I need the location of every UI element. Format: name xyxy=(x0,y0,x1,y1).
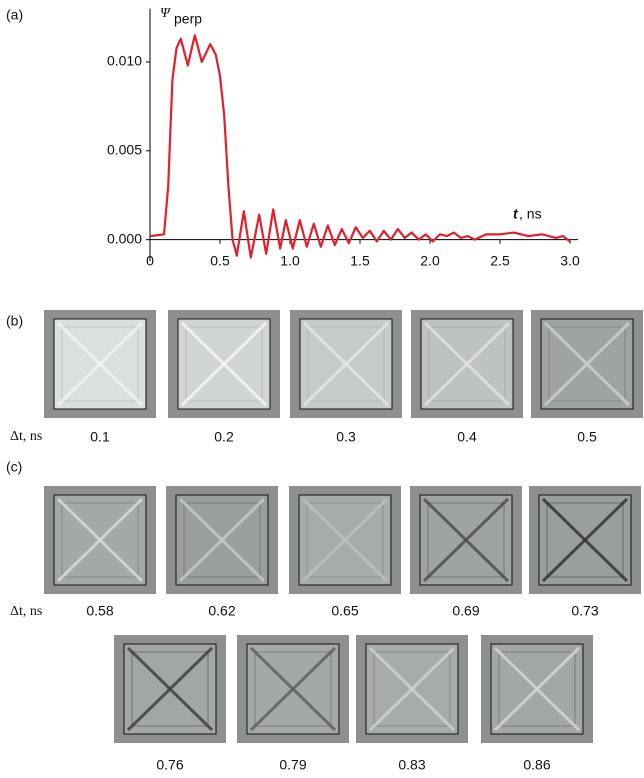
tile-label: 0.65 xyxy=(331,603,358,619)
tile-label: 0.4 xyxy=(457,429,477,445)
tile-inner xyxy=(254,651,332,727)
x-tick-label: 1.5 xyxy=(350,252,370,268)
tile-inner xyxy=(306,502,384,578)
tile-inner xyxy=(185,326,263,402)
row-label: Δt, ns xyxy=(10,604,42,619)
tile-diagonal xyxy=(368,646,456,732)
x-axis-label-unit: , ns xyxy=(519,206,542,222)
x-tick-label: 2.5 xyxy=(490,252,510,268)
tile-inner xyxy=(307,326,385,402)
tile-inner xyxy=(373,651,451,727)
tile-diagonal xyxy=(541,497,629,583)
tile-label: 0.73 xyxy=(571,603,598,619)
tile-diagonal xyxy=(422,497,510,583)
y-axis-label: Ψ xyxy=(160,6,171,21)
y-tick-label: 0.010 xyxy=(107,53,142,69)
panel-label: (c) xyxy=(6,459,22,475)
tile-label: 0.86 xyxy=(523,757,550,773)
tile-inner xyxy=(427,502,505,578)
tile-diagonal xyxy=(493,646,581,732)
tile-diagonal xyxy=(56,497,144,583)
tile-diagonal xyxy=(56,321,144,407)
tile-inner xyxy=(428,326,506,402)
tile-diagonal xyxy=(423,321,511,407)
panel-label: (a) xyxy=(6,7,23,23)
tile-inner xyxy=(183,502,261,578)
tile-diagonal xyxy=(178,497,266,583)
tile-diagonal xyxy=(180,321,268,407)
x-tick-label: 0.5 xyxy=(210,252,230,268)
tile-label: 0.69 xyxy=(452,603,479,619)
tile-diagonal xyxy=(543,321,631,407)
y-axis-label-subscript: perp xyxy=(174,11,202,27)
x-tick-label: 1.0 xyxy=(280,252,300,268)
tile-label: 0.76 xyxy=(156,757,183,773)
tile-label: 0.79 xyxy=(279,757,306,773)
y-tick-label: 0.005 xyxy=(107,142,142,158)
x-axis-label: t xyxy=(513,206,519,222)
tile-inner xyxy=(548,326,626,402)
tile-label: 0.3 xyxy=(336,429,356,445)
tile-diagonal xyxy=(249,646,337,732)
data-line xyxy=(149,34,571,259)
x-tick-label: 0 xyxy=(146,252,154,268)
tile-diagonal xyxy=(301,497,389,583)
tile-label: 0.83 xyxy=(398,757,425,773)
tile-label: 0.58 xyxy=(86,603,113,619)
tile-label: 0.2 xyxy=(214,429,234,445)
tile-inner xyxy=(61,326,139,402)
tile-diagonal xyxy=(302,321,390,407)
panel-label: (b) xyxy=(6,313,23,329)
tile-inner xyxy=(546,502,624,578)
tile-label: 0.5 xyxy=(577,429,597,445)
tile-diagonal xyxy=(126,646,214,732)
row-label: Δt, ns xyxy=(10,429,42,444)
tile-inner xyxy=(131,651,209,727)
tile-label: 0.1 xyxy=(90,429,110,445)
y-tick-label: 0.000 xyxy=(107,230,142,246)
x-tick-label: 3.0 xyxy=(560,252,580,268)
x-tick-label: 2.0 xyxy=(420,252,440,268)
tile-label: 0.62 xyxy=(208,603,235,619)
tile-inner xyxy=(61,502,139,578)
tile-inner xyxy=(498,651,576,727)
